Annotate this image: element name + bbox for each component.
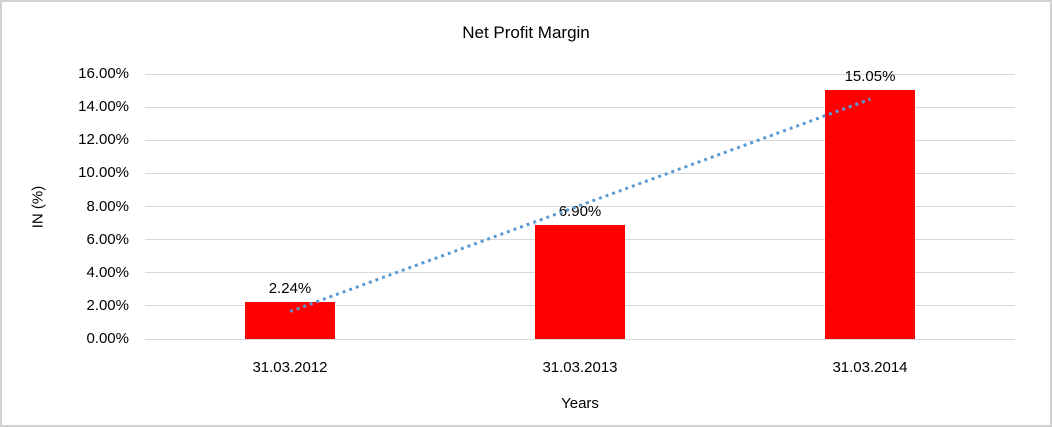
y-tick-label: 14.00% xyxy=(78,98,129,116)
bar-value-label: 2.24% xyxy=(268,279,312,297)
gridline xyxy=(145,73,1015,75)
y-tick-label: 2.00% xyxy=(86,296,129,314)
x-tick-label: 31.03.2013 xyxy=(542,359,618,376)
x-axis-title: Years xyxy=(561,395,599,412)
gridline xyxy=(145,338,1015,340)
y-tick-label: 6.00% xyxy=(86,230,129,248)
x-tick-label: 31.03.2012 xyxy=(252,359,328,376)
y-tick-label: 10.00% xyxy=(78,164,129,182)
y-tick-label: 8.00% xyxy=(86,197,129,215)
gridline xyxy=(145,106,1015,108)
y-tick-label: 0.00% xyxy=(86,330,129,347)
y-tick-label: 16.00% xyxy=(78,65,129,82)
gridline xyxy=(145,139,1015,141)
y-tick-label: 4.00% xyxy=(86,263,129,281)
plot-area: 2.24% 6.90% 15.05% xyxy=(145,68,1015,340)
bar xyxy=(245,301,335,339)
chart-title: Net Profit Margin xyxy=(462,23,590,42)
x-tick-label: 31.03.2014 xyxy=(832,359,908,376)
y-tick-label: 12.00% xyxy=(78,131,129,149)
bar xyxy=(535,224,625,339)
bar xyxy=(825,89,915,339)
gridline xyxy=(145,172,1015,174)
bar-value-label: 15.05% xyxy=(844,67,896,85)
